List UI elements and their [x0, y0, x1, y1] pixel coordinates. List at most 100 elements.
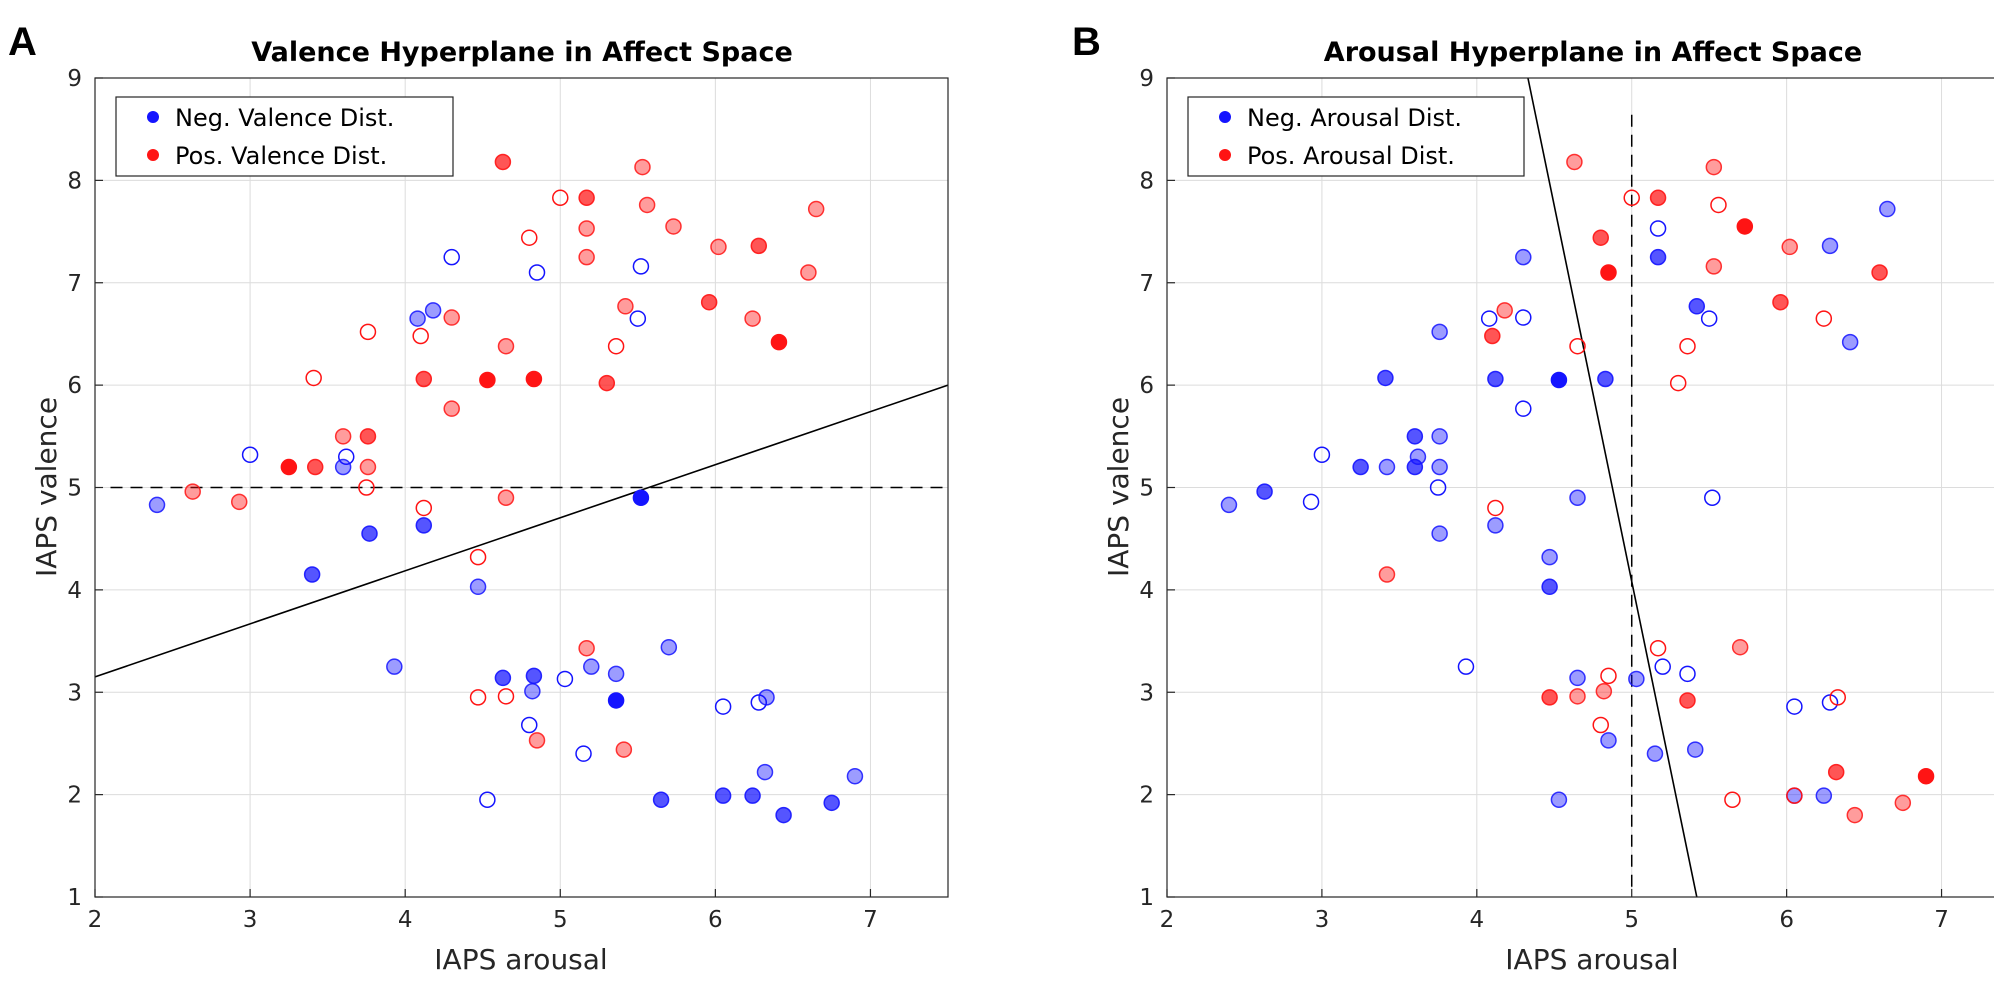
- point-pos: [358, 479, 375, 496]
- point-pos: [1736, 218, 1754, 235]
- x-tick-label: 2: [1160, 907, 1175, 933]
- point-pos: [1705, 158, 1723, 176]
- point-neg: [1879, 200, 1896, 218]
- point-pos: [1871, 264, 1888, 281]
- y-tick-label: 8: [1139, 168, 1154, 194]
- hyperplane-line: [94, 384, 949, 678]
- y-tick-label: 7: [1139, 271, 1154, 297]
- x-tick-label: 3: [243, 907, 258, 933]
- point-neg: [337, 448, 355, 466]
- point-neg: [1302, 493, 1320, 511]
- data-points: [148, 153, 864, 824]
- point-pos: [744, 310, 761, 327]
- point-pos: [1679, 337, 1696, 355]
- point-neg: [583, 658, 600, 675]
- point-neg: [148, 496, 166, 514]
- point-neg: [1821, 237, 1839, 255]
- point-pos: [1600, 264, 1617, 281]
- point-pos: [1378, 566, 1396, 583]
- point-neg: [1220, 496, 1238, 514]
- y-tick-label: 2: [67, 783, 82, 809]
- point-pos: [1827, 763, 1845, 781]
- point-neg: [1649, 248, 1667, 266]
- x-tick-label: 5: [1624, 907, 1639, 933]
- point-pos: [617, 298, 634, 315]
- x-tick-label: 3: [1315, 907, 1330, 933]
- y-tick-label: 5: [1139, 476, 1154, 502]
- y-tick-label: 5: [67, 476, 82, 502]
- x-tick-label: 5: [553, 907, 568, 933]
- y-tick-label: 9: [1139, 66, 1154, 92]
- point-pos: [359, 458, 377, 476]
- point-pos: [497, 688, 515, 705]
- legend-marker-pos: [1219, 149, 1231, 161]
- point-neg: [1487, 370, 1504, 388]
- point-neg: [1431, 458, 1448, 476]
- grid-lines: [1167, 78, 1994, 897]
- legend-box: [1187, 96, 1525, 177]
- legend-label-neg: Neg. Valence Dist.: [175, 104, 394, 132]
- y-tick-label: 9: [67, 66, 82, 92]
- point-neg: [775, 806, 792, 824]
- point-neg: [1688, 298, 1706, 315]
- y-axis-label: IAPS valence: [1102, 397, 1135, 577]
- y-tick-label: 4: [67, 578, 82, 604]
- x-tick-label: 2: [88, 907, 103, 933]
- y-tick-label: 4: [1139, 578, 1154, 604]
- point-neg: [1515, 309, 1532, 326]
- point-neg: [1457, 658, 1475, 675]
- point-neg: [1378, 458, 1396, 476]
- point-pos: [469, 548, 487, 566]
- point-pos: [1669, 374, 1687, 392]
- point-pos: [306, 458, 324, 476]
- point-pos: [552, 189, 569, 207]
- x-tick-label: 4: [398, 907, 413, 933]
- point-neg: [1487, 517, 1504, 534]
- point-neg: [1406, 458, 1424, 476]
- point-neg: [424, 302, 442, 319]
- point-pos: [578, 220, 595, 237]
- point-neg: [386, 658, 403, 675]
- point-neg: [1406, 428, 1424, 445]
- point-pos: [497, 337, 515, 355]
- point-pos: [528, 732, 546, 749]
- point-neg: [1700, 310, 1718, 327]
- point-neg: [241, 446, 259, 463]
- point-neg: [1429, 479, 1447, 496]
- point-pos: [1679, 692, 1696, 709]
- point-pos: [1569, 337, 1586, 355]
- point-neg: [1646, 745, 1664, 762]
- point-neg: [607, 692, 625, 709]
- point-pos: [1600, 667, 1617, 685]
- point-neg: [415, 517, 433, 534]
- point-neg: [1550, 791, 1568, 808]
- point-pos: [634, 158, 651, 176]
- point-neg: [629, 310, 647, 327]
- point-neg: [1431, 525, 1448, 542]
- legend-marker-pos: [147, 149, 159, 161]
- point-neg: [1649, 220, 1667, 237]
- x-axis-label: IAPS arousal: [434, 943, 607, 976]
- chart-title: Valence Hyperplane in Affect Space: [251, 37, 793, 68]
- point-neg: [494, 669, 512, 687]
- point-neg: [303, 566, 321, 583]
- point-neg: [1256, 483, 1273, 500]
- point-neg: [1377, 369, 1394, 387]
- y-tick-label: 2: [1139, 783, 1154, 809]
- point-pos: [615, 741, 633, 758]
- point-neg: [714, 787, 732, 804]
- point-neg: [744, 787, 761, 804]
- point-neg: [1786, 698, 1803, 715]
- point-pos: [1649, 189, 1667, 207]
- x-axis-label: IAPS arousal: [1505, 943, 1678, 976]
- point-pos: [359, 323, 377, 341]
- legend-box: [115, 96, 454, 177]
- point-pos: [525, 370, 543, 388]
- point-pos: [1566, 153, 1583, 171]
- point-pos: [770, 333, 788, 351]
- point-pos: [1917, 767, 1935, 785]
- point-neg: [1352, 458, 1369, 476]
- chart-title: Arousal Hyperplane in Affect Space: [1324, 37, 1862, 68]
